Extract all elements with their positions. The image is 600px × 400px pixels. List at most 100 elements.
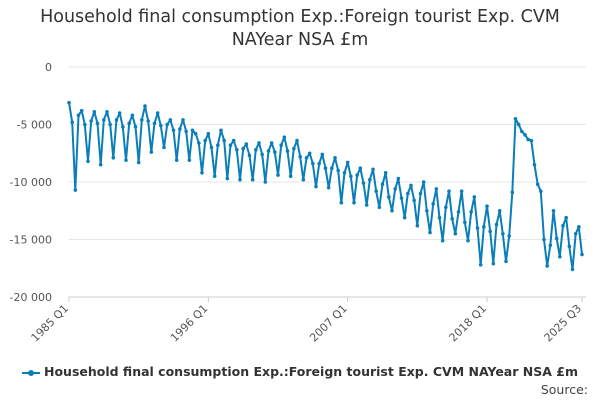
data-point[interactable] <box>551 208 556 213</box>
data-point[interactable] <box>570 267 575 272</box>
data-point[interactable] <box>250 177 255 182</box>
data-point[interactable] <box>149 150 154 154</box>
data-point[interactable] <box>504 259 508 264</box>
data-point[interactable] <box>83 122 87 127</box>
data-point[interactable] <box>317 161 321 166</box>
data-point[interactable] <box>178 127 182 131</box>
data-point[interactable] <box>235 148 239 152</box>
data-point[interactable] <box>257 141 261 145</box>
data-point[interactable] <box>323 166 328 170</box>
data-point[interactable] <box>577 225 581 229</box>
data-point[interactable] <box>494 222 499 227</box>
data-point[interactable] <box>225 176 230 181</box>
data-point[interactable] <box>523 133 527 137</box>
legend[interactable]: Household final consumption Exp.:Foreign… <box>0 364 600 379</box>
data-point[interactable] <box>558 254 562 259</box>
data-point[interactable] <box>396 176 401 181</box>
data-point[interactable] <box>111 156 116 160</box>
data-point[interactable] <box>510 190 515 195</box>
data-point[interactable] <box>212 174 217 179</box>
data-point[interactable] <box>260 152 264 157</box>
data-point[interactable] <box>320 152 325 157</box>
data-point[interactable] <box>222 138 226 143</box>
data-point[interactable] <box>295 138 299 143</box>
data-point[interactable] <box>485 204 489 208</box>
data-point[interactable] <box>529 138 534 143</box>
data-point[interactable] <box>184 129 188 134</box>
data-point[interactable] <box>409 183 413 188</box>
data-point[interactable] <box>415 223 420 228</box>
data-point[interactable] <box>501 231 505 236</box>
data-point[interactable] <box>333 156 337 160</box>
data-point[interactable] <box>304 156 309 160</box>
data-point[interactable] <box>342 171 347 175</box>
data-point[interactable] <box>516 122 521 127</box>
data-point[interactable] <box>105 110 109 114</box>
data-point[interactable] <box>98 162 103 167</box>
data-point[interactable] <box>545 264 549 268</box>
data-point[interactable] <box>133 125 138 129</box>
data-point[interactable] <box>174 158 179 162</box>
data-point[interactable] <box>459 189 464 193</box>
data-point[interactable] <box>216 143 220 147</box>
data-point[interactable] <box>209 145 214 150</box>
data-point[interactable] <box>276 173 280 177</box>
data-point[interactable] <box>67 100 71 105</box>
data-point[interactable] <box>301 177 306 182</box>
data-point[interactable] <box>475 226 480 230</box>
data-point[interactable] <box>171 128 176 133</box>
data-point[interactable] <box>282 135 287 139</box>
data-point[interactable] <box>425 208 429 213</box>
data-point[interactable] <box>244 142 249 146</box>
data-point[interactable] <box>193 131 198 136</box>
data-point[interactable] <box>162 145 166 150</box>
data-point[interactable] <box>561 223 565 228</box>
data-point[interactable] <box>114 118 119 122</box>
data-point[interactable] <box>377 205 382 210</box>
data-point[interactable] <box>374 189 378 193</box>
data-point[interactable] <box>399 196 404 200</box>
data-point[interactable] <box>168 118 173 122</box>
data-point[interactable] <box>121 125 125 129</box>
data-point[interactable] <box>497 208 502 213</box>
data-point[interactable] <box>535 182 540 187</box>
data-point[interactable] <box>345 160 350 165</box>
data-point[interactable] <box>371 167 375 172</box>
data-point[interactable] <box>491 261 496 266</box>
data-point[interactable] <box>200 171 204 175</box>
data-point[interactable] <box>298 154 302 159</box>
data-point[interactable] <box>219 128 223 133</box>
data-point[interactable] <box>314 184 318 189</box>
data-point[interactable] <box>155 111 160 115</box>
data-point[interactable] <box>364 203 369 207</box>
data-point[interactable] <box>554 236 559 241</box>
data-point[interactable] <box>453 231 458 236</box>
data-point[interactable] <box>390 208 394 213</box>
data-point[interactable] <box>288 174 293 179</box>
data-point[interactable] <box>231 138 236 143</box>
data-point[interactable] <box>279 143 283 147</box>
data-point[interactable] <box>206 131 211 136</box>
data-point[interactable] <box>478 263 483 267</box>
data-point[interactable] <box>463 220 467 225</box>
data-point[interactable] <box>513 116 518 121</box>
data-point[interactable] <box>263 180 268 184</box>
data-point[interactable] <box>326 185 331 190</box>
data-point[interactable] <box>421 180 426 184</box>
data-point[interactable] <box>368 177 372 182</box>
data-point[interactable] <box>146 119 150 123</box>
data-point[interactable] <box>361 181 366 185</box>
data-point[interactable] <box>108 122 112 127</box>
data-point[interactable] <box>190 128 195 133</box>
data-point[interactable] <box>285 149 290 153</box>
data-point[interactable] <box>273 150 277 154</box>
data-point[interactable] <box>412 198 416 203</box>
data-point[interactable] <box>86 159 90 164</box>
data-point[interactable] <box>130 113 135 118</box>
data-point[interactable] <box>573 231 578 236</box>
data-point[interactable] <box>197 141 201 145</box>
data-point[interactable] <box>349 174 353 179</box>
data-point[interactable] <box>203 138 207 143</box>
data-point[interactable] <box>466 238 470 243</box>
data-point[interactable] <box>482 225 486 229</box>
